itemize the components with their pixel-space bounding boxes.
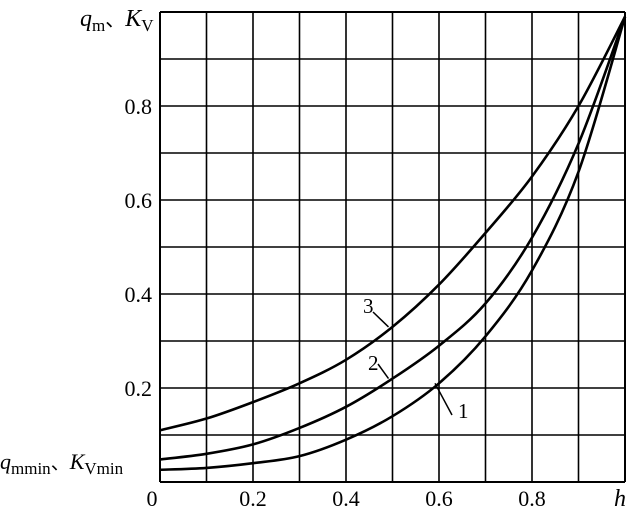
- grid: [159, 11, 626, 483]
- series-line-3: [159, 16, 627, 432]
- tick-labels: 0.2 0.4 0.6 0.8 0 0.2 0.4 0.6 0.8: [125, 94, 546, 511]
- series-labels: 1 2 3: [363, 294, 469, 423]
- y-tick-label: 0.2: [125, 376, 153, 401]
- y-axis-title: qm、KV: [80, 6, 154, 35]
- series-label-3: 3: [363, 294, 374, 318]
- y-tick-label: 0.8: [125, 94, 153, 119]
- x-axis-title: h: [614, 486, 626, 512]
- x-tick-label: 0.4: [332, 486, 360, 511]
- y-min-label: qmmin、KVmin: [0, 449, 124, 478]
- x-tick-label: 0: [147, 486, 158, 511]
- series-label-leader: [372, 311, 390, 328]
- x-tick-label: 0.6: [425, 486, 453, 511]
- x-tick-label: 0.2: [239, 486, 267, 511]
- series-line-1: [159, 16, 627, 472]
- series-lines: [159, 16, 627, 472]
- series-label-leader: [434, 382, 453, 416]
- series-line-2: [159, 16, 627, 461]
- series-label-2: 2: [368, 351, 379, 375]
- y-tick-label: 0.6: [125, 188, 153, 213]
- series-label-leader: [377, 363, 390, 380]
- y-tick-label: 0.4: [125, 282, 153, 307]
- series-label-1: 1: [458, 399, 469, 423]
- x-tick-label: 0.8: [518, 486, 546, 511]
